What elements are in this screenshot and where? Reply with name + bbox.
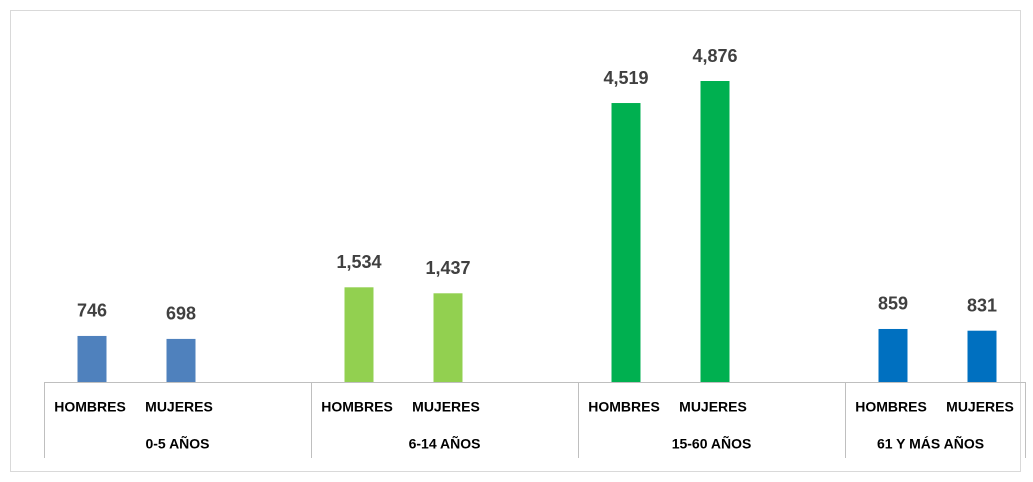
- category-label: MUJERES: [412, 399, 480, 415]
- value-label: 1,534: [336, 252, 381, 272]
- category-label: MUJERES: [679, 399, 747, 415]
- value-label: 4,519: [603, 68, 648, 88]
- group-label: 15-60 AÑOS: [672, 435, 752, 452]
- value-label: 698: [166, 304, 196, 324]
- category-label: HOMBRES: [321, 399, 393, 415]
- bar: [700, 81, 730, 382]
- group-label: 61 Y MÁS AÑOS: [877, 435, 984, 452]
- value-label: 746: [77, 301, 107, 321]
- value-label: 831: [967, 295, 997, 315]
- bar: [433, 293, 463, 382]
- value-label: 1,437: [425, 258, 470, 278]
- bar: [77, 335, 107, 382]
- category-label: HOMBRES: [855, 399, 927, 415]
- category-label: MUJERES: [946, 399, 1014, 415]
- value-label: 859: [878, 294, 908, 314]
- category-label: HOMBRES: [54, 399, 126, 415]
- category-label: HOMBRES: [588, 399, 660, 415]
- bar: [166, 338, 196, 382]
- bar: [611, 103, 641, 383]
- group-label: 0-5 AÑOS: [145, 435, 209, 452]
- group-label: 6-14 AÑOS: [409, 435, 481, 452]
- bar: [967, 330, 997, 382]
- category-label: MUJERES: [145, 399, 213, 415]
- chart-frame: [10, 10, 1021, 472]
- bar: [878, 328, 908, 382]
- bar: [344, 287, 374, 382]
- value-label: 4,876: [692, 46, 737, 66]
